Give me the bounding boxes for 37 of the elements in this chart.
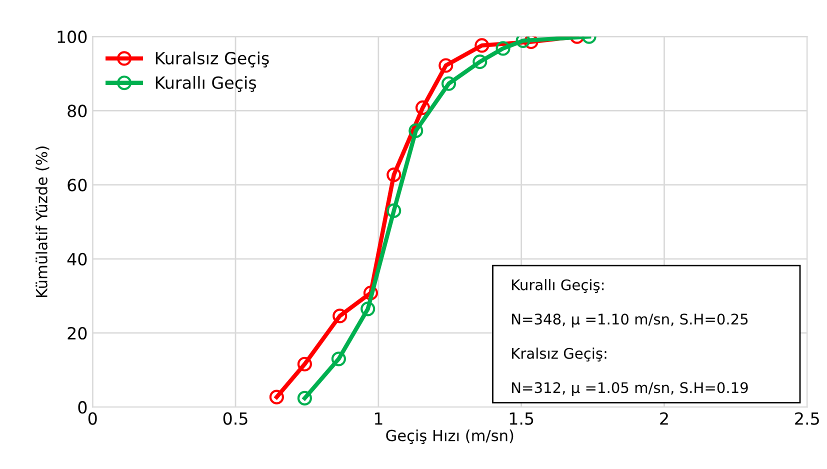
y-tick-label: 40 xyxy=(67,252,87,266)
point xyxy=(331,352,346,366)
y-tick-label: 80 xyxy=(68,104,87,118)
point xyxy=(386,203,402,218)
x-axis-title: Geçiş Hızı (m/sn) xyxy=(386,429,514,444)
point xyxy=(496,41,510,56)
y-tick-label: 0 xyxy=(78,401,87,414)
point xyxy=(332,308,348,324)
y-tick-label: 100 xyxy=(58,30,87,44)
point xyxy=(441,76,456,91)
point xyxy=(524,36,538,50)
point xyxy=(408,123,424,138)
annotation: N=312, μ =1.05 m/sn, S.H=0.19 xyxy=(512,382,748,396)
annotation: Kurallı Geçiş: xyxy=(512,279,604,293)
y-tick-label: 20 xyxy=(68,326,87,340)
point xyxy=(472,54,488,70)
point xyxy=(269,390,284,404)
point xyxy=(360,302,376,316)
x-tick-label: 0 xyxy=(88,412,97,425)
point xyxy=(363,286,378,300)
annotation: Kralsız Geçiş: xyxy=(512,348,606,362)
point xyxy=(474,38,490,53)
y-axis-title: Kümülatif Yüzde (%) xyxy=(36,146,50,297)
legend-label: Kurallı Geçiş xyxy=(156,76,256,92)
x-tick-label: 0.5 xyxy=(223,412,248,425)
x-tick-label: 1 xyxy=(374,412,382,425)
point xyxy=(415,100,430,116)
x-tick-label: 2 xyxy=(660,412,668,425)
point xyxy=(297,356,312,372)
x-tick-label: 2.5 xyxy=(795,412,819,425)
point xyxy=(386,167,402,182)
legend-label: Kuralsız Geçiş xyxy=(156,52,269,68)
point xyxy=(297,390,312,406)
annotation: N=348, μ =1.10 m/sn, S.H=0.25 xyxy=(512,314,748,328)
y-tick-label: 60 xyxy=(68,178,87,192)
x-tick-label: 1.5 xyxy=(510,412,534,425)
point xyxy=(438,58,454,73)
